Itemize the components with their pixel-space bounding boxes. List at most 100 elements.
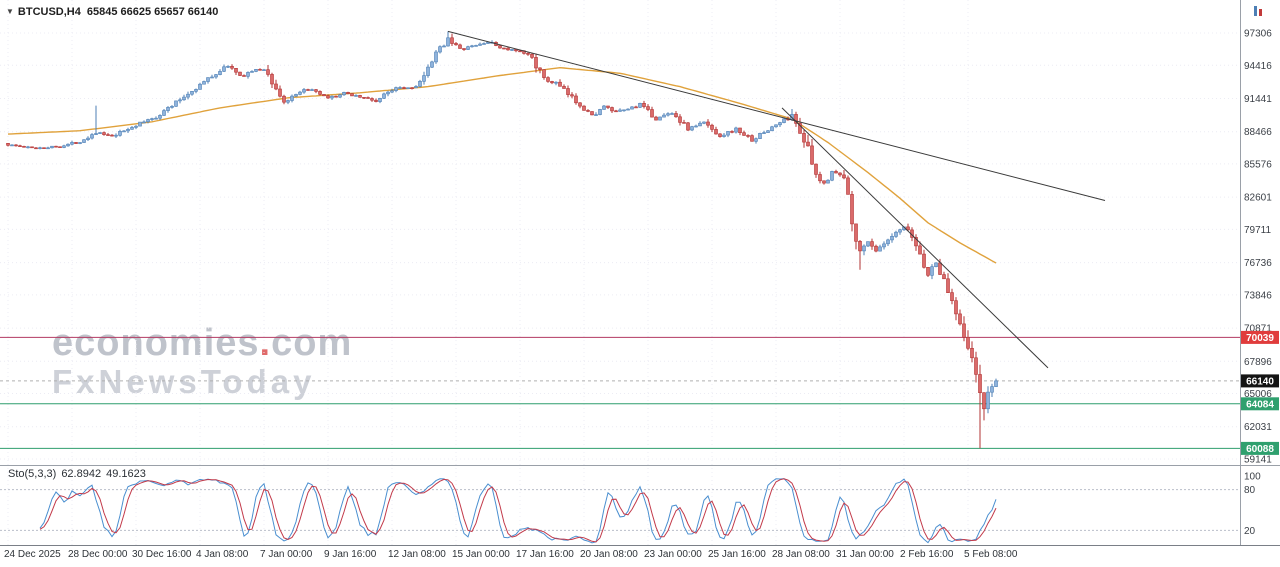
candle-body [510,49,514,51]
candle-body [366,97,370,99]
candle-body [842,174,846,179]
time-axis-label: 30 Dec 16:00 [132,549,192,560]
stoch-axis-label: 80 [1244,485,1256,496]
candle-body [590,111,594,116]
mini-candles-icon[interactable] [1254,6,1262,16]
candle-body [678,116,682,123]
price-axis-label: 76736 [1244,258,1272,269]
candle-body [730,131,734,133]
candle-body [334,95,338,98]
candle-body [298,91,302,95]
candle-body [702,121,706,124]
price-badge [1241,397,1279,411]
candle-body [178,99,182,102]
candle-body [606,105,610,108]
stochastic-value-signal: 49.1623 [106,468,146,480]
price-axis-label: 73846 [1244,290,1272,301]
candle-body [882,243,886,248]
candle-body [706,121,710,126]
candle-body [38,147,42,149]
candle-body [470,45,474,48]
time-axis-label: 15 Jan 00:00 [452,549,510,560]
moving-average-line [7,66,997,264]
candle-body [570,94,574,97]
time-axis-label: 4 Jan 08:00 [196,549,249,560]
candle-body [962,323,966,338]
candle-body [282,95,286,103]
candle-body [498,45,502,49]
candle-body [106,134,110,136]
candle-body [530,53,534,58]
candle-body [994,380,998,387]
price-axis-label: 62031 [1244,422,1272,433]
candle-body [198,83,202,90]
candle-body [830,171,834,181]
price-axis-label: 67896 [1244,357,1272,368]
candle-body [250,71,254,73]
time-axis-label: 23 Jan 00:00 [644,549,702,560]
candle-body [70,142,74,145]
time-axis-label: 28 Jan 08:00 [772,549,830,560]
price-axis-label: 82601 [1244,193,1272,204]
candle-body [418,81,422,87]
candle-body [246,72,250,77]
time-axis-label: 31 Jan 00:00 [836,549,894,560]
candle-body [190,91,194,95]
candle-body [918,245,922,255]
candle-body [302,89,306,93]
candle-body [862,245,866,252]
candle-body [566,88,570,95]
candle-body [386,91,390,95]
candle-body [14,144,18,147]
time-axis-label: 20 Jan 08:00 [580,549,638,560]
candle-body [286,100,290,103]
price-badge-label: 70039 [1246,333,1274,344]
candle-body [22,146,26,148]
candle-body [398,87,402,89]
candle-body [410,87,414,89]
candle-body [598,109,602,115]
candle-body [234,68,238,73]
candle-body [90,134,94,139]
time-axis-label: 7 Jan 00:00 [260,549,313,560]
candle-body [478,43,482,46]
candle-body [18,145,22,147]
candle-body [534,57,538,69]
candle-body [98,132,102,134]
candle-body [486,41,490,44]
candle-body [634,106,638,109]
candle-body [674,113,678,118]
candle-body [838,172,842,176]
candle-body [146,119,150,123]
candle-body [970,347,974,359]
candle-body [238,71,242,76]
candle-body [686,122,690,131]
candle-body [346,92,350,94]
candle-body [270,74,274,85]
candle-body [206,77,210,82]
candle-body [750,135,754,142]
candle-body [118,131,122,136]
price-badge [1241,374,1279,388]
candle-body [66,143,70,147]
candle-body [330,95,334,99]
candle-body [646,106,650,110]
candle-body [714,129,718,135]
candle-body [262,69,266,71]
candle-body [422,75,426,82]
symbol-dropdown-icon[interactable]: ▼ [6,7,14,16]
candle-body [10,144,14,147]
candle-body [438,46,442,53]
time-axis-label: 12 Jan 08:00 [388,549,446,560]
candle-body [222,66,226,72]
price-badge-label: 60088 [1246,444,1274,455]
price-axis-label: 88466 [1244,127,1272,138]
candle-body [726,131,730,136]
candle-body [6,143,10,146]
stoch-axis-label: 20 [1244,526,1256,537]
candle-body [794,114,798,124]
mini-icon-red-bar [1259,9,1262,16]
candle-body [578,102,582,107]
candle-body [78,142,82,144]
